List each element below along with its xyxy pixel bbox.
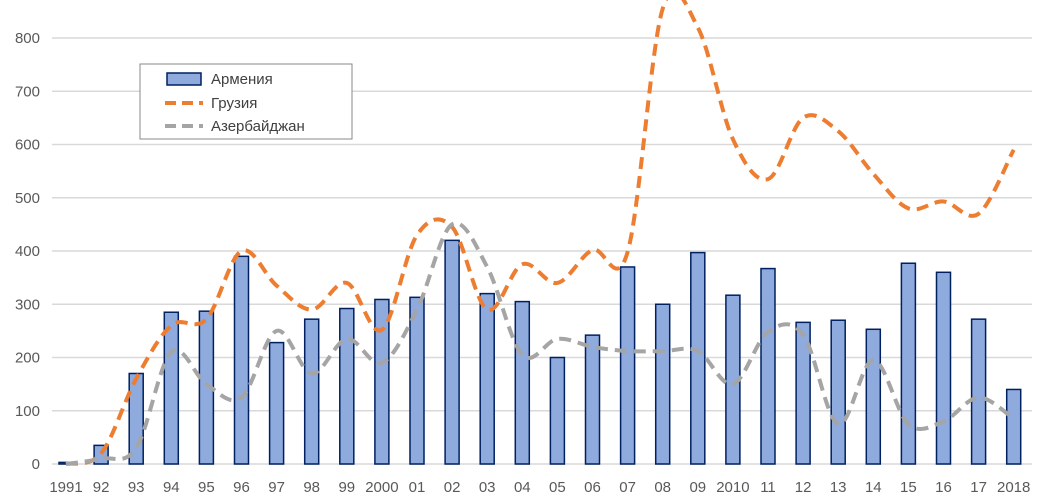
x-axis: 1991 92 93 94 95 96 97 98 99 2000 01 02 03 04 05 06 07 08…: [49, 479, 1030, 496]
bar-armenia-99: [339, 307, 355, 465]
legend-label-armenia: Армения: [211, 71, 273, 88]
bar-armenia-14: [865, 328, 882, 465]
line-series-1: [65, 0, 1016, 466]
x-tick-label: 11: [760, 479, 776, 496]
x-tick-label: 04: [514, 479, 531, 496]
x-tick-label: 03: [479, 479, 496, 496]
bar-armenia-2018: [1005, 388, 1022, 465]
x-tick-label: 07: [619, 479, 636, 496]
legend: Армения Грузия Азербайджан: [139, 63, 353, 140]
y-tick-label: 500: [15, 190, 40, 207]
bar-armenia-96: [233, 255, 250, 465]
bars: [58, 239, 1022, 465]
bar-armenia-97: [268, 341, 285, 465]
x-tick-label: 13: [830, 479, 847, 496]
x-tick-label: 97: [268, 479, 285, 496]
x-tick-label: 17: [970, 479, 987, 496]
bar-armenia-17: [970, 318, 987, 465]
x-tick-label: 98: [303, 479, 320, 496]
bar-armenia-2000: [374, 298, 390, 465]
x-tick-label: 12: [795, 479, 812, 496]
x-tick-label: 02: [444, 479, 461, 496]
y-tick-label: 300: [15, 296, 40, 313]
x-tick-label: 99: [338, 479, 355, 496]
y-tick-label: 200: [15, 350, 40, 367]
x-tick-label: 09: [689, 479, 706, 496]
x-tick-label: 93: [128, 479, 145, 496]
x-tick-label: 15: [900, 479, 917, 496]
legend-label-georgia: Грузия: [211, 95, 257, 112]
bar-armenia-94: [163, 311, 180, 465]
bar-armenia-09: [690, 251, 706, 465]
bar-armenia-03: [479, 292, 495, 465]
bar-armenia-12: [795, 321, 811, 465]
y-tick-label: 100: [15, 403, 40, 420]
bar-armenia-06: [584, 334, 601, 465]
x-tick-label: 2010: [716, 479, 749, 496]
legend-label-azerbaijan: Азербайджан: [211, 118, 305, 135]
x-tick-label: 95: [198, 479, 215, 496]
bar-armenia-11: [760, 267, 776, 465]
x-tick-label: 92: [93, 479, 110, 496]
y-axis: 0 100 200 300 400 500 600 700 800: [15, 30, 40, 473]
bar-armenia-07: [619, 266, 636, 465]
bar-armenia-16: [935, 271, 952, 465]
bar-armenia-13: [830, 319, 846, 465]
x-tick-label: 06: [584, 479, 601, 496]
x-tick-label: 01: [409, 479, 426, 496]
lines: [65, 0, 1016, 466]
x-tick-label: 08: [654, 479, 671, 496]
x-tick-label: 96: [233, 479, 250, 496]
bar-armenia-15: [900, 262, 917, 465]
y-tick-label: 600: [15, 137, 40, 154]
y-tick-label: 700: [15, 83, 40, 100]
bar-armenia-04: [514, 300, 531, 465]
x-tick-label: 2018: [997, 479, 1030, 496]
y-tick-label: 0: [32, 456, 40, 473]
bar-armenia-93: [128, 372, 144, 465]
bar-armenia-98: [303, 318, 320, 465]
x-tick-label: 2000: [365, 479, 398, 496]
x-tick-label: 14: [865, 479, 882, 496]
x-tick-label: 05: [549, 479, 566, 496]
legend-swatch-armenia: [166, 72, 202, 86]
x-tick-label: 94: [163, 479, 180, 496]
bar-armenia-08: [654, 303, 671, 465]
bar-armenia-05: [549, 356, 566, 465]
x-tick-label: 1991: [49, 479, 82, 496]
bar-armenia-02: [444, 239, 460, 465]
bar-armenia-01: [409, 296, 425, 465]
y-tick-label: 800: [15, 30, 40, 47]
line-series-2: [65, 221, 1015, 466]
x-tick-label: 16: [935, 479, 952, 496]
y-tick-label: 400: [15, 243, 40, 260]
